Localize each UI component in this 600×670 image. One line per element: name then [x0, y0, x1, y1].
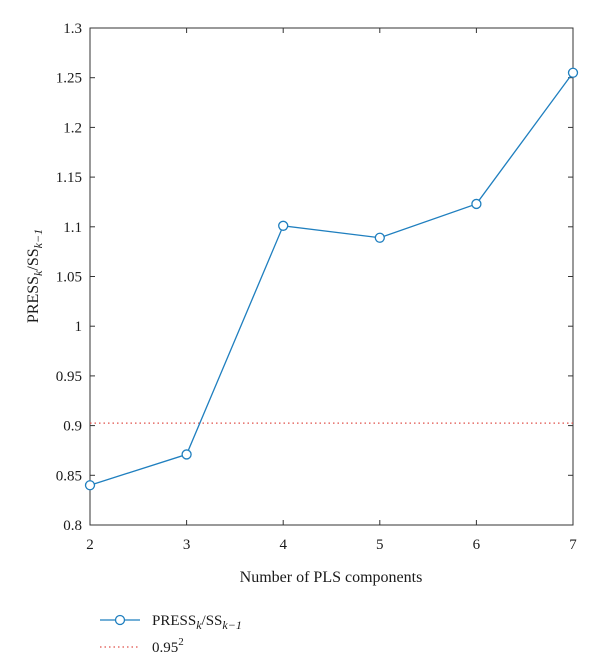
y-tick-label: 1.05	[56, 270, 82, 286]
legend-label-sub-k: k	[196, 618, 202, 632]
series-group	[84, 67, 579, 491]
y-tick-label: 0.9	[63, 419, 82, 435]
data-point	[278, 220, 289, 231]
y-tick-label: 0.85	[56, 468, 82, 484]
x-tick-label: 5	[376, 537, 384, 553]
x-tick-label: 4	[279, 537, 287, 553]
y-tick-label: 0.95	[56, 369, 82, 385]
y-tick-label: 1.25	[56, 71, 82, 87]
x-axis-title: Number of PLS components	[240, 569, 423, 586]
x-tick-label: 7	[569, 537, 577, 553]
y-title-main: PRESS	[25, 276, 42, 323]
y-title-sub-k1: k−1	[31, 229, 45, 248]
y-title-mid: /SS	[25, 248, 42, 270]
legend-label-sub-k1: k−1	[222, 618, 241, 632]
y-tick-label: 1.1	[63, 220, 82, 236]
legend-ref-sup: 2	[178, 636, 184, 648]
x-tick-label: 6	[473, 537, 481, 553]
x-axis-ticks: 2 3 4 5 6 7	[86, 28, 577, 553]
data-point	[374, 232, 385, 243]
y-tick-label: 0.8	[63, 518, 82, 534]
y-axis-title: PRESSk/SSk−1	[25, 229, 45, 323]
x-tick-label: 3	[183, 537, 191, 553]
y-title-sub-k: k	[31, 270, 45, 276]
legend-label-mid: /SS	[202, 613, 223, 629]
data-point	[181, 449, 192, 460]
data-point	[471, 198, 482, 210]
y-tick-label: 1	[75, 319, 83, 335]
data-point	[84, 480, 96, 491]
series-line	[89, 72, 574, 486]
y-axis-ticks: 0.8 0.85 0.9 0.95 1 1.05 1.1 1.15 1.2 1.25 1.3	[56, 21, 573, 534]
legend-series-label: PRESSk/SSk−1	[152, 613, 242, 632]
legend-ref-label: 0.952	[152, 636, 184, 656]
legend: PRESSk/SSk−1 0.952	[100, 613, 242, 656]
plot-frame	[89, 27, 574, 526]
legend-series-marker	[114, 614, 126, 626]
legend-ref-main: 0.95	[152, 640, 178, 656]
legend-label-main: PRESS	[152, 613, 196, 629]
y-tick-label: 1.15	[56, 170, 82, 186]
y-tick-label: 1.2	[63, 120, 82, 136]
y-tick-label: 1.3	[63, 21, 82, 37]
data-point	[567, 67, 579, 78]
x-tick-label: 2	[86, 537, 94, 553]
